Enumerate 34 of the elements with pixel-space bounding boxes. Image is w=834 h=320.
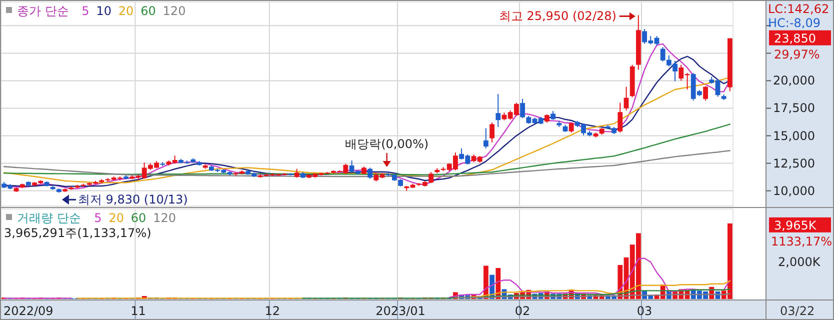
annotation: 최고 25,950 (02/28) [498,9,616,24]
y-tick-label: 12,500 [773,156,815,170]
text: 29,97% [774,47,820,62]
text: 5 [94,211,102,225]
text: 60 [130,211,146,225]
text: 120 [153,211,176,225]
x-tick-label: 2023/01 [376,304,426,318]
text: 3,965K [774,218,818,232]
text: 20 [108,211,124,225]
y-tick-label: 10,000 [773,184,815,198]
x-tick-label: 11 [130,304,146,318]
legend-title: 종가 단순 [17,4,69,18]
x-tick-label: 02 [514,304,530,318]
x-tick-label: 12 [264,304,280,318]
x-tick-label: 2022/09 [3,304,54,318]
annotation: 3,965,291주(1,133,17%) [4,226,152,240]
annotation: 배당락(0,00%) [345,137,429,151]
text: 5 [82,4,90,18]
text: 2,000K [778,255,822,269]
text: 10 [96,4,112,18]
text: 120 [162,4,186,18]
text: 03/22 [780,304,815,318]
y-tick-label: 15,000 [773,128,815,143]
text: 20 [118,4,134,18]
text: 60 [140,4,156,18]
text: 23,850 [774,31,816,46]
x-tick-label: 03 [636,304,652,318]
y-tick-label: 20,000 [773,74,815,88]
text: HC:-8,09 [768,16,820,30]
text: LC:142,62 [768,2,830,16]
legend-title: 거래량 단순 [17,211,81,225]
y-tick-label: 17,500 [773,101,815,116]
annotation: 최저 9,830 (10/13) [78,192,188,207]
text: 1133,17% [771,234,832,248]
